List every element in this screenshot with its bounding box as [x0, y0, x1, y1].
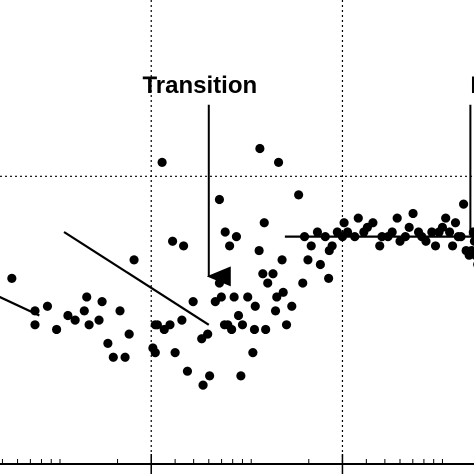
data-point [287, 301, 297, 311]
data-point [294, 190, 304, 200]
data-point [249, 324, 260, 335]
data-point [456, 232, 466, 242]
data-point [273, 157, 284, 167]
trend-line [63, 231, 210, 326]
data-point [214, 194, 225, 205]
data-point [7, 273, 17, 283]
data-point [270, 306, 281, 316]
data-point [458, 199, 469, 209]
data-point [441, 213, 451, 223]
data-point [303, 255, 313, 265]
data-point [182, 366, 193, 376]
data-point [469, 236, 474, 246]
data-point [79, 306, 89, 316]
data-point [263, 278, 273, 288]
data-point [177, 315, 187, 325]
data-point [103, 338, 113, 348]
data-point [312, 227, 323, 237]
data-point [427, 227, 437, 237]
data-point [261, 324, 271, 335]
data-point [327, 241, 337, 251]
data-point [63, 310, 73, 321]
data-point [227, 324, 237, 335]
data-point [129, 255, 139, 265]
data-point [150, 348, 160, 358]
data-point [368, 218, 378, 228]
data-point [450, 218, 461, 228]
data-point [444, 227, 455, 237]
data-point [400, 232, 410, 242]
data-point [124, 329, 134, 339]
data-point [272, 292, 282, 302]
data-point [298, 278, 308, 288]
data-point [350, 232, 360, 242]
data-point [170, 348, 180, 358]
data-point [421, 236, 431, 246]
data-point [278, 287, 288, 297]
data-point [94, 315, 104, 325]
data-point [51, 324, 62, 335]
trend-line [0, 295, 40, 317]
data-point [447, 241, 458, 251]
data-point [30, 320, 40, 330]
data-point [178, 241, 189, 251]
data-point [165, 320, 175, 330]
data-point [259, 218, 269, 228]
data-point [216, 292, 226, 302]
data-point [82, 292, 92, 302]
annotation-label: Transition [142, 72, 257, 99]
data-point [233, 310, 244, 321]
data-point [255, 143, 265, 154]
data-point [387, 227, 397, 237]
data-point [324, 273, 334, 283]
data-point [97, 297, 107, 307]
data-point [84, 320, 94, 330]
data-point [375, 241, 385, 251]
data-point [268, 269, 278, 279]
data-point [392, 213, 402, 223]
data-point [108, 352, 118, 362]
data-point [320, 232, 330, 242]
data-point [315, 259, 325, 270]
data-point [220, 227, 230, 237]
data-point [188, 297, 198, 307]
data-point [70, 315, 80, 325]
data-point [353, 213, 363, 223]
data-point [157, 157, 167, 167]
data-point [231, 232, 242, 242]
data-point [167, 236, 178, 246]
data-point [306, 241, 316, 251]
data-point [203, 329, 213, 339]
data-point [404, 222, 414, 232]
data-point [339, 218, 349, 228]
data-point [214, 278, 225, 288]
data-point [437, 222, 448, 232]
data-point [237, 320, 248, 330]
data-point [430, 241, 441, 251]
data-point [152, 320, 162, 330]
data-point [248, 348, 258, 358]
data-point [254, 245, 264, 256]
data-point [408, 208, 418, 219]
data-point [236, 371, 246, 381]
data-point [258, 269, 268, 279]
data-point [243, 292, 253, 302]
data-point [198, 380, 208, 390]
data-point [277, 255, 287, 265]
data-point [299, 232, 310, 242]
data-point [342, 227, 353, 237]
data-point [229, 292, 239, 302]
data-point [42, 301, 53, 311]
data-point [225, 241, 235, 251]
data-point [120, 352, 130, 362]
data-point [250, 301, 260, 311]
data-point [30, 306, 40, 316]
annotation-label: BDF [470, 72, 474, 99]
data-point [281, 320, 292, 330]
data-point [115, 306, 125, 316]
data-point [205, 371, 215, 381]
